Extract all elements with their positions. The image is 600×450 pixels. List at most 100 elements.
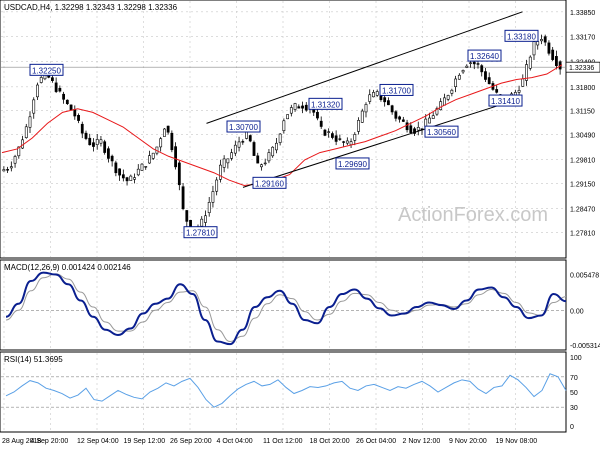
candle-body <box>121 174 125 179</box>
candle-body <box>334 135 338 142</box>
candle-body <box>342 141 346 143</box>
candle-body <box>163 128 166 137</box>
macd-y-tick: 0.005478 <box>570 273 599 280</box>
candle-body <box>472 61 476 65</box>
candle-body <box>24 126 28 138</box>
candle-body <box>398 116 402 120</box>
y-tick-label: 1.33170 <box>570 35 595 42</box>
price-label: 1.30560 <box>427 128 456 137</box>
candle-body <box>338 138 342 140</box>
candle-body <box>222 158 226 168</box>
candle-body <box>219 164 222 180</box>
candle-body <box>92 142 95 147</box>
candle-body <box>394 111 398 119</box>
candle-body <box>484 71 487 80</box>
candle-body <box>151 152 155 159</box>
candle-body <box>278 133 282 143</box>
candle-body <box>536 41 540 46</box>
main-header: USDCAD,H4, 1.32298 1.32343 1.32298 1.323… <box>4 3 178 12</box>
candle-body <box>226 158 230 164</box>
price-label: 1.31700 <box>382 86 411 95</box>
candle-body <box>110 155 114 162</box>
candle-body <box>237 141 241 148</box>
y-tick-label: 1.30490 <box>570 133 595 140</box>
rsi-y-tick: 100 <box>570 355 582 362</box>
x-tick-label: 19 Sep 12:00 <box>124 438 166 445</box>
macd-panel <box>0 259 567 351</box>
candle-body <box>405 122 409 131</box>
candle-body <box>200 218 204 227</box>
candle-body <box>375 91 379 96</box>
candle-body <box>32 99 36 114</box>
price-label: 1.31320 <box>311 100 340 109</box>
candle-body <box>547 42 551 54</box>
candle-body <box>461 70 465 73</box>
candle-body <box>62 93 66 100</box>
candle-body <box>159 138 163 148</box>
x-tick-label: 2 Nov 12:00 <box>403 438 441 445</box>
candle-body <box>439 101 443 110</box>
y-tick-label: 1.28470 <box>570 207 595 214</box>
price-label: 1.33180 <box>507 32 536 41</box>
candle-body <box>95 139 99 145</box>
candle-body <box>435 108 439 115</box>
candle-body <box>319 120 323 127</box>
x-tick-label: 19 Nov 08:00 <box>496 438 538 445</box>
candle-body <box>36 84 39 98</box>
rsi-y-tick: 30 <box>570 405 578 412</box>
price-label-box <box>424 125 459 138</box>
price-label: 1.32250 <box>32 66 61 75</box>
candle-body <box>368 94 372 102</box>
candle-body <box>185 210 189 222</box>
candle-body <box>409 125 413 134</box>
y-tick-label: 1.29150 <box>570 182 595 189</box>
candle-body <box>88 137 92 146</box>
candle-body <box>349 141 353 145</box>
candle-body <box>454 78 458 87</box>
price-label-box <box>504 29 539 42</box>
candle-body <box>148 155 151 164</box>
candle-body <box>525 64 528 81</box>
candle-body <box>50 77 54 81</box>
candle-body <box>357 120 360 132</box>
candle-body <box>17 146 21 157</box>
candle-body <box>282 120 286 131</box>
candle-body <box>543 36 547 43</box>
price-label-box <box>488 94 523 107</box>
candle-body <box>39 77 43 83</box>
channel-upper-line <box>206 11 523 124</box>
y-tick-label: 1.33850 <box>570 10 595 17</box>
candle-body <box>293 103 297 110</box>
candle-body <box>248 135 252 142</box>
candle-body <box>174 146 178 168</box>
candle-body <box>211 191 215 203</box>
candle-body <box>118 168 122 176</box>
candle-body <box>263 162 267 165</box>
price-label-box <box>252 176 287 189</box>
candle-body <box>274 142 278 151</box>
candle-body <box>69 104 73 111</box>
candle-body <box>353 134 357 141</box>
candle-body <box>532 41 536 56</box>
candle-body <box>9 166 13 169</box>
candle-body <box>316 111 319 119</box>
x-tick-label: 26 Oct 04:00 <box>356 438 396 445</box>
candle-body <box>166 125 170 133</box>
candle-body <box>450 89 454 94</box>
x-tick-label: 26 Sep 20:00 <box>170 438 212 445</box>
price-label-box <box>226 120 261 133</box>
price-label-box <box>335 157 370 170</box>
candle-body <box>554 56 558 66</box>
candle-body <box>401 119 405 122</box>
candle-body <box>6 169 10 171</box>
candle-body <box>386 100 390 106</box>
candle-body <box>77 115 80 121</box>
candle-body <box>330 133 334 138</box>
candle-body <box>267 152 271 162</box>
candle-body <box>271 146 275 157</box>
candle-body <box>170 132 174 151</box>
channel-lower-line <box>242 97 523 188</box>
rsi-y-tick: 0 <box>570 424 574 431</box>
price-label-box <box>379 83 414 96</box>
